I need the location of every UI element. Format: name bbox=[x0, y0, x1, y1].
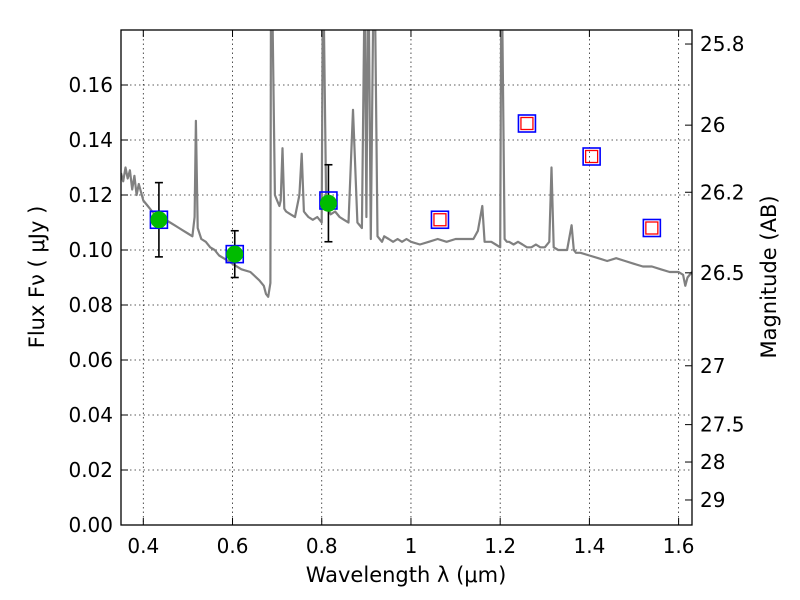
y2-tick-label: 27 bbox=[700, 354, 725, 378]
red-square-marker bbox=[433, 213, 447, 227]
y-tick-label: 0.06 bbox=[68, 348, 113, 372]
y-tick-label: 0.16 bbox=[68, 73, 113, 97]
y-axis-label: Flux Fν ( μJy ) bbox=[25, 206, 49, 349]
y2-tick-label: 28 bbox=[700, 450, 725, 474]
y-tick-label: 0.04 bbox=[68, 403, 113, 427]
y-tick-label: 0.12 bbox=[68, 183, 113, 207]
model-spectrum-line bbox=[121, 30, 692, 298]
grid-lines bbox=[121, 30, 692, 525]
y-tick-label: 0.02 bbox=[68, 458, 113, 482]
blue-square-marker bbox=[642, 218, 662, 238]
y2-tick-label: 25.8 bbox=[700, 32, 745, 56]
y2-tick-label: 27.5 bbox=[700, 413, 745, 437]
y-tick-label: 0.10 bbox=[68, 238, 113, 262]
y2-axis-label: Magnitude (AB) bbox=[757, 195, 781, 358]
blue-square-marker bbox=[582, 147, 601, 166]
x-tick-label: 1.4 bbox=[573, 534, 605, 558]
y-tick-label: 0.08 bbox=[68, 293, 113, 317]
y2-tick-label: 26 bbox=[700, 113, 725, 137]
blue-square-marker bbox=[430, 210, 450, 230]
x-axis-label: Wavelength λ (μm) bbox=[306, 563, 507, 587]
observed-flux-point bbox=[150, 211, 168, 229]
plot-series bbox=[121, 30, 692, 298]
y2-tick-label: 26.5 bbox=[700, 261, 745, 285]
blue-square-marker bbox=[517, 114, 537, 133]
plot-frame bbox=[120, 29, 693, 526]
x-tick-label: 1.2 bbox=[484, 534, 516, 558]
y2-tick-label: 26.2 bbox=[700, 180, 745, 204]
x-tick-label: 0.8 bbox=[306, 534, 338, 558]
observed-flux-point bbox=[226, 245, 244, 263]
y2-tick-label: 29 bbox=[700, 488, 725, 512]
red-square-marker bbox=[645, 221, 659, 235]
x-tick-label: 1 bbox=[405, 534, 418, 558]
observed-flux-point bbox=[319, 194, 337, 212]
red-square-marker bbox=[584, 149, 599, 164]
x-tick-label: 0.4 bbox=[127, 534, 159, 558]
axes: 0.4 0.6 0.8 1 1.2 1.4 1.6 0.00 0.02 0.04 0.06 0.08 0… bbox=[68, 29, 745, 558]
y-tick-label: 0.14 bbox=[68, 128, 113, 152]
x-tick-label: 1.6 bbox=[663, 534, 695, 558]
y-tick-label: 0.00 bbox=[68, 513, 113, 537]
red-square-marker bbox=[520, 116, 534, 131]
x-tick-label: 0.6 bbox=[217, 534, 249, 558]
